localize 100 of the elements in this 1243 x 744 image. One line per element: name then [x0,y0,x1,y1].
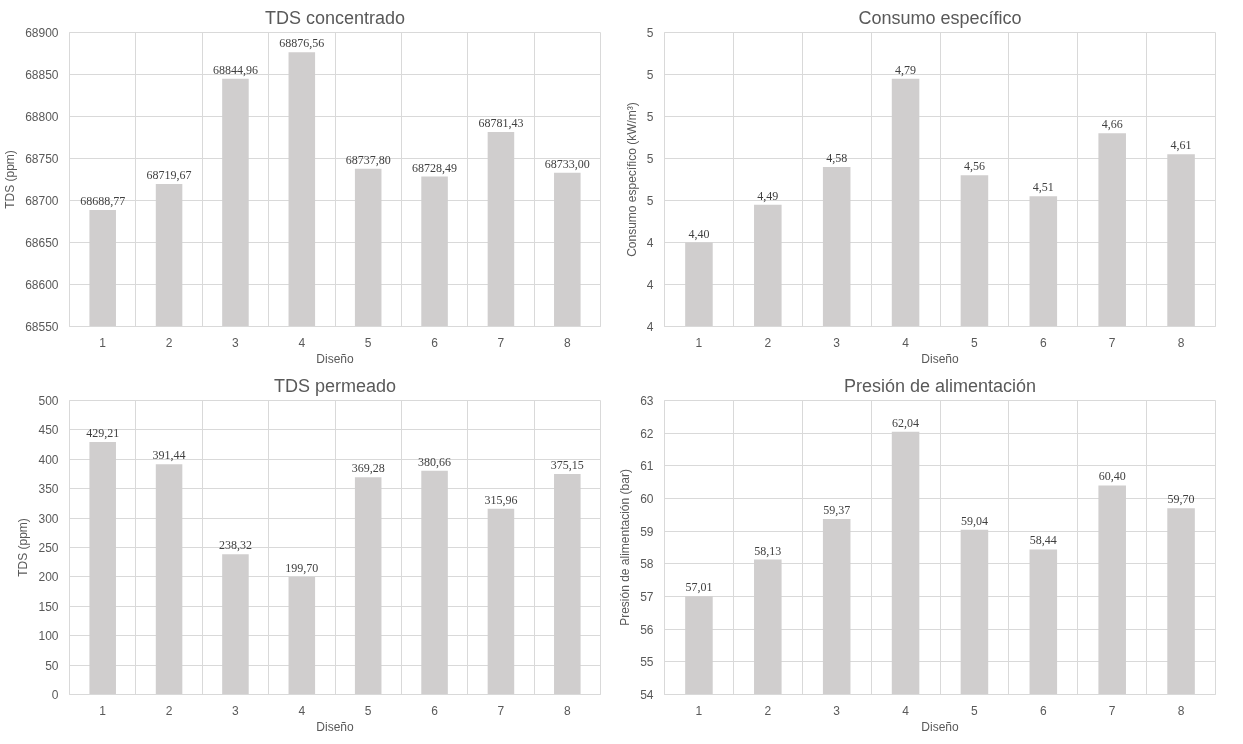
y-tick-label: 500 [38,394,59,408]
data-label: 4,79 [895,62,917,77]
y-tick-label: 5 [646,110,654,124]
x-tick-label: 6 [1039,335,1047,350]
x-axis-title: Diseño [921,719,959,734]
data-label: 391,44 [152,448,186,463]
x-tick-label: 5 [364,335,372,350]
y-tick-label: 300 [38,511,59,526]
y-tick-label: 59 [640,524,654,539]
data-label: 4,51 [1032,180,1054,195]
y-tick-label: 68600 [25,278,59,292]
x-tick-label: 7 [1108,703,1116,718]
data-label: 429,21 [86,426,120,441]
data-label: 4,56 [963,159,985,174]
data-label: 59,70 [1167,492,1195,507]
x-tick-label: 7 [497,703,505,718]
chart-title: TDS concentrado [264,7,406,28]
data-label: 58,13 [754,543,782,558]
y-tick-label: 61 [640,459,654,474]
data-label: 4,40 [688,226,710,241]
data-label: 4,61 [1170,138,1192,153]
y-tick-label: 54 [640,688,654,702]
data-label: 4,66 [1101,117,1123,132]
x-tick-label: 4 [298,335,306,350]
y-tick-label: 60 [640,492,654,506]
x-tick-label: 2 [165,335,173,350]
data-label: 68844,96 [212,62,258,77]
x-tick-label: 2 [764,703,772,718]
x-tick-label: 8 [1177,703,1185,718]
data-label: 68733,00 [544,156,590,171]
x-tick-label: 4 [298,703,306,718]
data-label: 238,32 [218,538,252,553]
x-tick-label: 6 [1039,703,1047,718]
x-tick-label: 1 [695,335,703,350]
chart-title: TDS permeado [273,375,397,396]
y-axis-title: Consumo específico (kW/m³) [624,102,639,257]
y-tick-label: 68900 [25,26,59,40]
y-tick-label: 56 [640,622,654,637]
x-tick-label: 4 [902,703,910,718]
data-label: 4,49 [757,188,779,203]
y-tick-label: 68700 [25,194,59,208]
y-tick-label: 4 [646,278,654,292]
y-tick-label: 5 [646,194,654,208]
y-tick-label: 68750 [25,152,59,166]
x-tick-label: 6 [431,335,439,350]
x-tick-label: 1 [695,703,703,718]
x-tick-label: 1 [99,703,107,718]
data-label: 62,04 [892,415,920,430]
data-label: 68728,49 [412,160,458,175]
data-label: 4,58 [826,150,848,165]
data-label: 199,70 [285,561,319,576]
y-tick-label: 57 [640,590,654,604]
y-tick-label: 58 [640,557,654,572]
y-tick-label: 68850 [25,68,59,82]
data-label: 68688,77 [80,193,126,208]
x-tick-label: 5 [364,703,372,718]
y-axis-title: TDS (ppm) [3,150,18,209]
data-label: 380,66 [418,454,452,469]
x-tick-label: 7 [497,335,505,350]
y-axis-title: TDS (ppm) [16,518,31,577]
x-tick-label: 3 [833,335,841,350]
data-label: 58,44 [1029,533,1057,548]
y-tick-label: 4 [646,236,654,250]
x-tick-label: 3 [833,703,841,718]
x-tick-label: 2 [764,335,772,350]
data-label: 60,40 [1098,469,1126,484]
x-tick-label: 8 [563,703,571,718]
data-label: 68737,80 [345,152,391,167]
data-label: 68876,56 [279,36,325,51]
x-axis-title: Diseño [316,719,354,734]
x-tick-label: 8 [563,335,571,350]
x-axis-title: Diseño [921,351,959,366]
data-label: 59,04 [960,513,988,528]
y-tick-label: 55 [640,655,654,670]
y-tick-label: 63 [640,394,654,408]
y-tick-label: 5 [646,26,654,40]
data-label: 375,15 [550,457,584,472]
data-label: 68719,67 [146,167,192,182]
data-label: 68781,43 [478,116,524,131]
y-tick-label: 68800 [25,110,59,124]
y-tick-label: 5 [646,152,654,166]
x-tick-label: 5 [971,335,979,350]
y-tick-label: 68650 [25,236,59,250]
x-axis-title: Diseño [316,351,354,366]
data-label: 57,01 [685,580,713,595]
chart-title: Presión de alimentación [843,375,1037,396]
y-tick-label: 5 [646,68,654,82]
y-tick-label: 200 [38,570,59,585]
y-tick-label: 50 [45,658,59,673]
y-tick-label: 62 [640,426,654,441]
y-axis-title: Presión de alimentación (bar) [618,469,633,626]
y-tick-label: 400 [38,452,59,467]
data-label: 369,28 [351,461,385,476]
x-tick-label: 1 [99,335,107,350]
x-tick-label: 7 [1108,335,1116,350]
y-tick-label: 100 [38,629,59,644]
y-tick-label: 4 [646,320,654,334]
x-tick-label: 3 [232,703,240,718]
y-tick-label: 450 [38,423,59,438]
chart-title: Consumo específico [858,7,1022,28]
